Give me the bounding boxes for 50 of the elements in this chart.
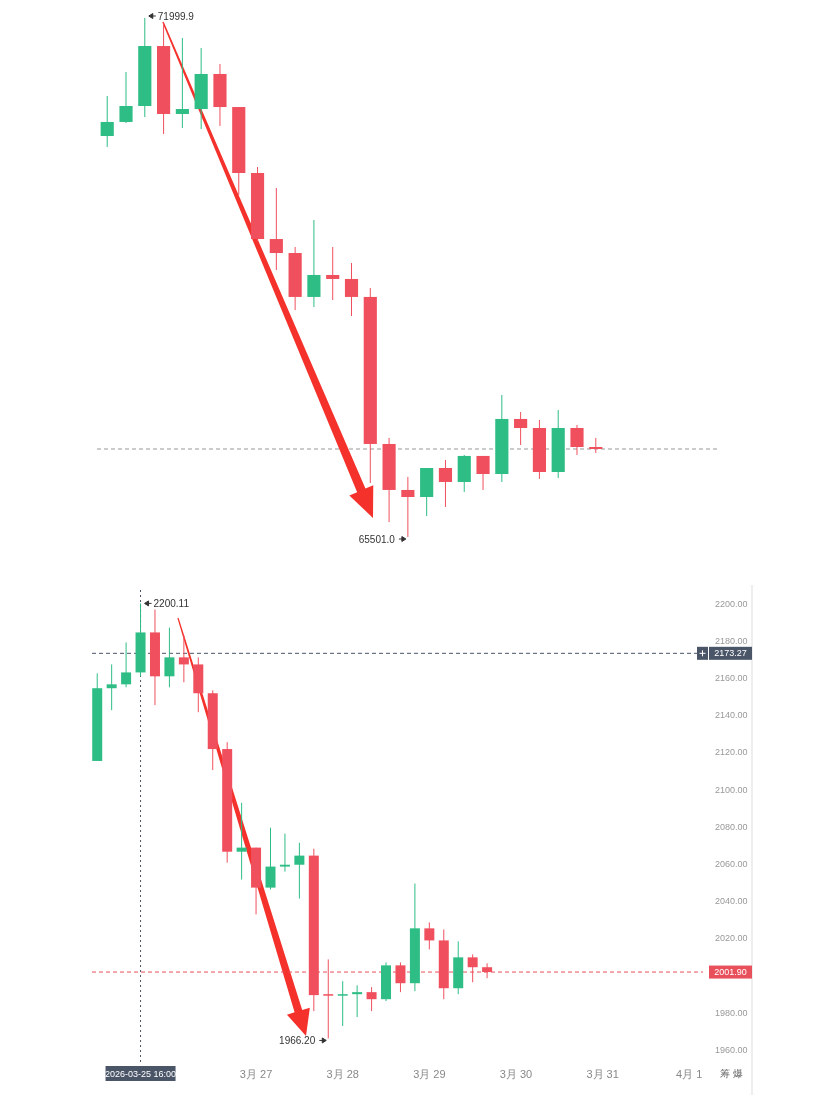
candlestick <box>119 71 133 124</box>
ref-line-label: 2001.90 <box>714 967 747 978</box>
candlestick <box>175 37 189 129</box>
candlestick <box>438 459 453 508</box>
candlestick <box>178 634 189 683</box>
candlestick <box>401 476 415 538</box>
candlestick <box>337 980 348 1027</box>
y-tick-label: 2180.00 <box>715 635 748 646</box>
candlestick <box>164 627 175 688</box>
candlestick <box>294 842 305 900</box>
x-tick-label: 2026-03-25 16:00 <box>105 1068 177 1079</box>
candlestick <box>100 95 114 148</box>
candlestick <box>326 246 340 301</box>
candlestick <box>514 411 528 446</box>
candlestick <box>344 262 359 317</box>
candlestick <box>236 802 247 881</box>
y-tick-label: 2160.00 <box>715 673 748 683</box>
x-tick-label: 3月 28 <box>326 1067 359 1080</box>
y-tick-label: 2060.00 <box>715 858 748 869</box>
y-tick-label: 1980.00 <box>715 1007 748 1018</box>
y-tick-label: 2200.00 <box>715 598 748 609</box>
y-tick-label: 2080.00 <box>715 821 748 832</box>
x-tick-label: 3月 29 <box>413 1067 446 1080</box>
y-tick-label: 1960.00 <box>715 1044 748 1055</box>
x-tick-label: 3月 27 <box>239 1067 273 1080</box>
y-tick-label: 2140.00 <box>715 710 748 721</box>
candlestick <box>265 827 276 890</box>
y-tick-label: 2020.00 <box>715 933 748 944</box>
y-tick-label: 2040.00 <box>715 896 748 907</box>
annotation: 65501.0 <box>358 533 396 545</box>
y-tick-label: 2100.00 <box>715 784 748 795</box>
x-tick-label: 4月 1 <box>676 1067 703 1080</box>
candlestick <box>307 219 321 308</box>
candlestick <box>476 455 490 491</box>
candlestick <box>352 984 363 1018</box>
annotation: 2200.11 <box>153 597 190 609</box>
candlestick <box>106 663 117 711</box>
y-tick-label: 2120.00 <box>715 747 748 758</box>
annotation: 71999.9 <box>157 10 195 22</box>
candlestick <box>121 641 132 688</box>
text: 筹 爆 <box>720 1068 743 1079</box>
candlestick <box>570 424 584 456</box>
x-tick-label: 3月 30 <box>499 1067 533 1080</box>
candlestick <box>279 833 290 873</box>
annotation: 1966.20 <box>279 1034 316 1046</box>
candlestick <box>366 986 377 1012</box>
x-tick-label: 3月 31 <box>586 1067 619 1080</box>
ref-line-label: 2173.27 <box>714 648 747 659</box>
candlestick <box>424 921 435 950</box>
candlestick <box>269 187 283 271</box>
